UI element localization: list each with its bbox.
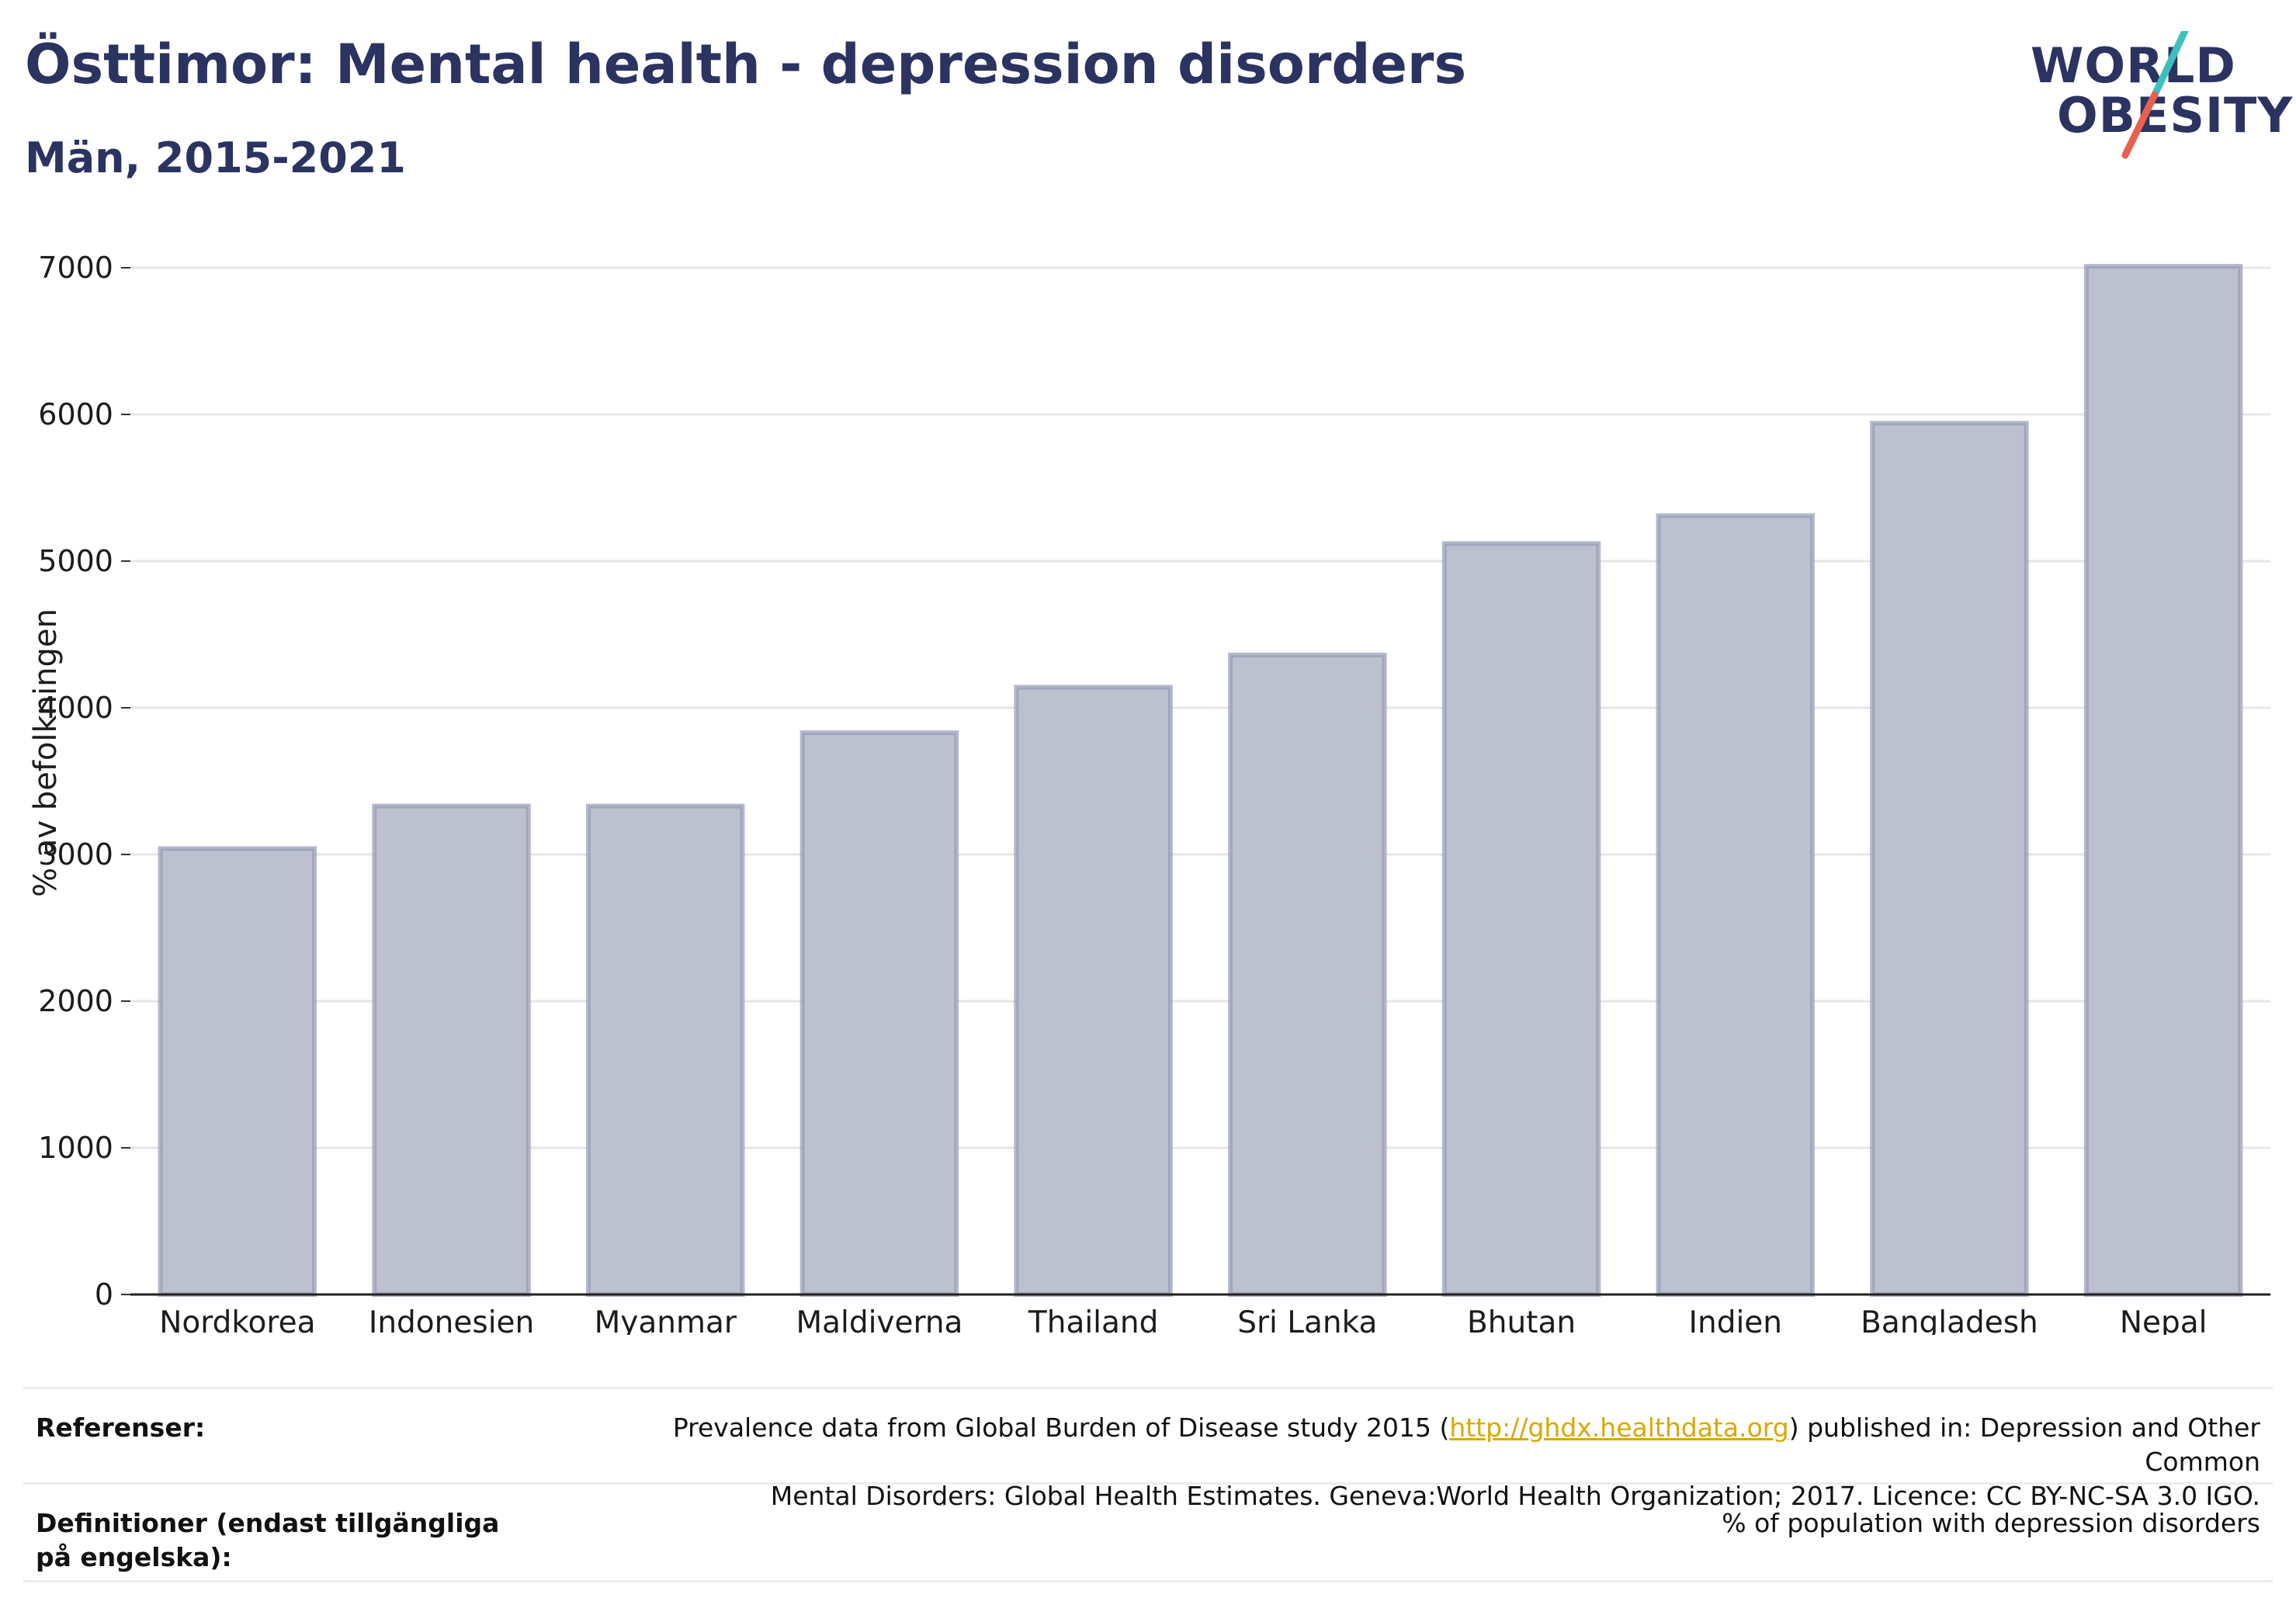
- bar-indonesien[interactable]: [372, 803, 531, 1297]
- world-obesity-logo: WORLD OBESITY: [2026, 31, 2292, 163]
- x-tick-label: Myanmar: [595, 1305, 737, 1335]
- y-tick-label: 6000: [38, 397, 113, 431]
- bar-bhutan[interactable]: [1441, 541, 1601, 1297]
- y-tick-label: 2000: [38, 984, 113, 1018]
- x-tick-label: Sri Lanka: [1237, 1305, 1377, 1335]
- references-link[interactable]: http://ghdx.healthdata.org: [1449, 1412, 1789, 1443]
- page-subtitle: Män, 2015-2021: [25, 133, 406, 182]
- y-tick-label: 1000: [38, 1131, 113, 1165]
- x-tick-label: Thailand: [1028, 1305, 1158, 1335]
- bar-chart: 0 1000 2000 3000 4000 5000 6000 7000 Nordkorea In…: [28, 251, 2270, 1335]
- footer-bottom-rule: [23, 1580, 2273, 1583]
- logo-slash-icon: [2121, 31, 2189, 159]
- references-text: Prevalence data from Global Burden of Di…: [630, 1411, 2260, 1513]
- bar-nordkorea[interactable]: [158, 846, 317, 1297]
- definitions-row: Definitioner (endast tillgängliga på eng…: [23, 1482, 2273, 1582]
- bar-sri-lanka[interactable]: [1228, 652, 1387, 1297]
- logo-line1: WORLD: [2031, 37, 2236, 94]
- y-tick-label: 0: [95, 1277, 113, 1312]
- x-tick-label: Bhutan: [1467, 1305, 1576, 1335]
- x-tick-label: Bangladesh: [1861, 1305, 2038, 1335]
- logo-line2: OBESITY: [2057, 87, 2294, 144]
- bar-nepal[interactable]: [2083, 264, 2243, 1297]
- bar-thailand[interactable]: [1014, 684, 1173, 1297]
- x-tick-label: Indien: [1688, 1305, 1782, 1335]
- bars: [158, 264, 2243, 1298]
- axes: 0 1000 2000 3000 4000 5000 6000 7000 Nordkorea In…: [38, 251, 2270, 1335]
- bar-bangladesh[interactable]: [1870, 421, 2029, 1298]
- references-pre: Prevalence data from Global Burden of Di…: [672, 1412, 1450, 1443]
- definitions-text: % of population with depression disorder…: [1722, 1508, 2260, 1538]
- definitions-label: Definitioner (endast tillgängliga på eng…: [36, 1508, 500, 1572]
- page-title: Östtimor: Mental health - depression dis…: [25, 33, 1467, 96]
- references-row: Referenser: Prevalence data from Global …: [23, 1387, 2273, 1511]
- x-tick-label: Nepal: [2120, 1305, 2208, 1335]
- references-line2: Mental Disorders: Global Health Estimate…: [770, 1481, 2260, 1511]
- references-post: ) published in: Depression and Other Com…: [1788, 1412, 2260, 1477]
- y-axis-label: % av befolkningen: [28, 608, 64, 897]
- x-tick-label: Maldiverna: [796, 1305, 962, 1335]
- y-tick-label: 7000: [38, 251, 113, 285]
- bar-maldiverna[interactable]: [799, 730, 959, 1297]
- bar-indien[interactable]: [1656, 513, 1816, 1297]
- bar-myanmar[interactable]: [585, 803, 745, 1297]
- y-tick-label: 4000: [38, 691, 113, 725]
- references-label: Referenser:: [36, 1412, 206, 1443]
- y-tick-label: 5000: [38, 544, 113, 578]
- y-tick-label: 3000: [38, 837, 113, 872]
- x-tick-label: Indonesien: [369, 1305, 534, 1335]
- x-tick-label: Nordkorea: [159, 1305, 315, 1335]
